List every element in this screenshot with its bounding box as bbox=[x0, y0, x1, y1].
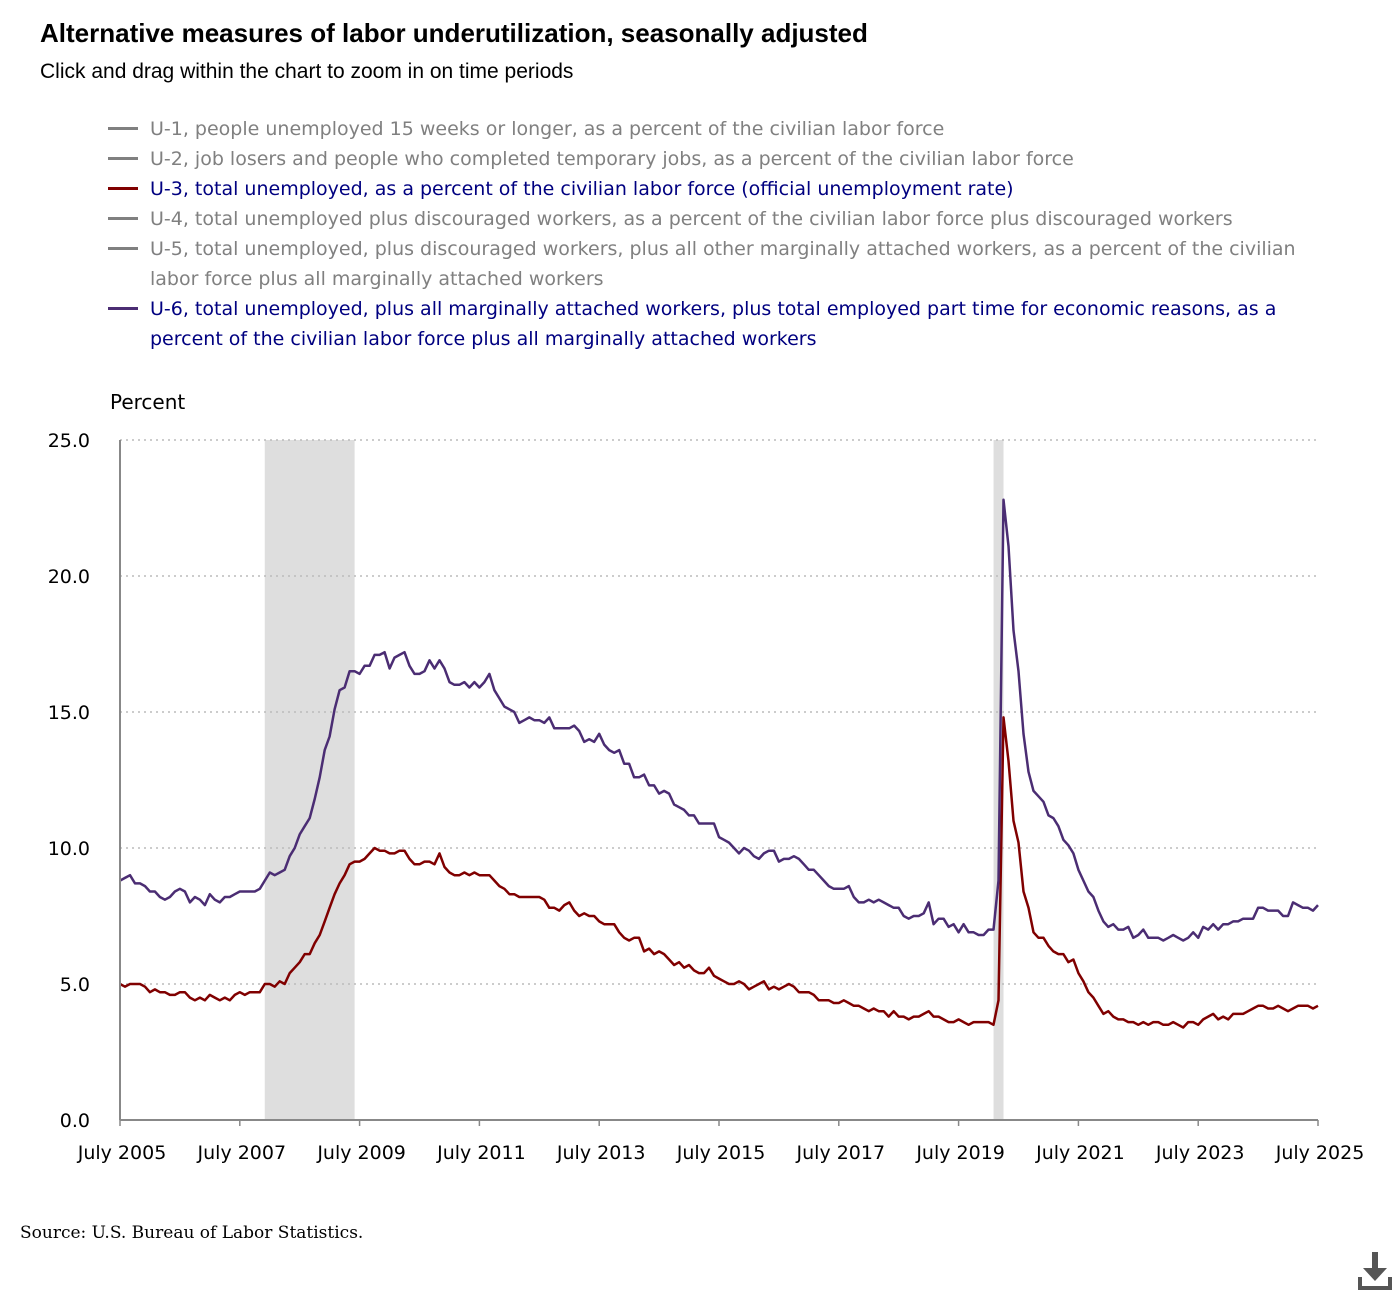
download-icon bbox=[1358, 1252, 1392, 1290]
legend-swatch bbox=[108, 217, 138, 220]
legend-item-u-6[interactable]: U-6, total unemployed, plus all marginal… bbox=[108, 294, 1328, 354]
x-tick-label: July 2009 bbox=[316, 1142, 406, 1164]
legend-label: U-5, total unemployed, plus discouraged … bbox=[150, 238, 1296, 290]
legend-item-u-1[interactable]: U-1, people unemployed 15 weeks or longe… bbox=[108, 114, 1328, 144]
legend-swatch bbox=[108, 157, 138, 160]
legend-label: U-3, total unemployed, as a percent of t… bbox=[150, 178, 1014, 200]
y-tick-label: 5.0 bbox=[60, 974, 90, 996]
axes bbox=[119, 440, 1319, 1126]
x-tick-label: July 2017 bbox=[796, 1142, 886, 1164]
x-tick-label: July 2011 bbox=[436, 1142, 526, 1164]
x-tick-label: July 2021 bbox=[1035, 1142, 1125, 1164]
legend: U-1, people unemployed 15 weeks or longe… bbox=[108, 114, 1328, 354]
y-tick-labels: 0.0 5.0 10.0 15.0 20.0 25.0 bbox=[48, 430, 90, 1132]
x-tick-labels: July 2005 July 2007 July 2009 July 2011 July… bbox=[77, 1142, 1365, 1164]
legend-label: U-2, job losers and people who completed… bbox=[150, 148, 1074, 170]
recession-band bbox=[264, 440, 355, 1120]
y-tick-label: 20.0 bbox=[48, 566, 90, 588]
chart-subtitle: Click and drag within the chart to zoom … bbox=[40, 60, 574, 83]
x-tick-label: July 2005 bbox=[77, 1142, 167, 1164]
chart-plot[interactable]: Percent 0.0 5.0 10.0 15.0 20.0 25.0 July 2005… bbox=[0, 380, 1400, 1180]
x-tick-label: July 2015 bbox=[676, 1142, 766, 1164]
x-tick-label: July 2013 bbox=[556, 1142, 646, 1164]
legend-label: U-1, people unemployed 15 weeks or longe… bbox=[150, 118, 945, 140]
gridlines bbox=[120, 439, 1318, 985]
series-line-u-3 bbox=[119, 716, 1319, 1029]
chart-title: Alternative measures of labor underutili… bbox=[40, 18, 868, 48]
series-line-u-6 bbox=[119, 498, 1319, 942]
y-axis-label: Percent bbox=[110, 390, 185, 414]
y-tick-label: 10.0 bbox=[48, 838, 90, 860]
legend-swatch bbox=[108, 307, 138, 310]
legend-label: U-4, total unemployed plus discouraged w… bbox=[150, 208, 1233, 230]
x-tick-label: July 2019 bbox=[915, 1142, 1005, 1164]
y-tick-label: 0.0 bbox=[60, 1110, 90, 1132]
legend-swatch bbox=[108, 247, 138, 250]
source-note: Source: U.S. Bureau of Labor Statistics. bbox=[20, 1223, 364, 1243]
y-tick-label: 15.0 bbox=[48, 702, 90, 724]
legend-item-u-2[interactable]: U-2, job losers and people who completed… bbox=[108, 144, 1328, 174]
recession-band bbox=[993, 440, 1004, 1120]
legend-swatch bbox=[108, 187, 138, 190]
legend-item-u-4[interactable]: U-4, total unemployed plus discouraged w… bbox=[108, 204, 1328, 234]
download-button[interactable] bbox=[1354, 1250, 1396, 1294]
legend-item-u-3[interactable]: U-3, total unemployed, as a percent of t… bbox=[108, 174, 1328, 204]
x-tick-label: July 2007 bbox=[197, 1142, 287, 1164]
x-tick-label: July 2025 bbox=[1275, 1142, 1365, 1164]
x-tick-label: July 2023 bbox=[1155, 1142, 1245, 1164]
legend-item-u-5[interactable]: U-5, total unemployed, plus discouraged … bbox=[108, 234, 1328, 294]
recession-bands bbox=[264, 440, 1004, 1120]
legend-label: U-6, total unemployed, plus all marginal… bbox=[150, 298, 1277, 350]
legend-swatch bbox=[108, 127, 138, 130]
y-tick-label: 25.0 bbox=[48, 430, 90, 452]
series-lines bbox=[119, 498, 1319, 1029]
